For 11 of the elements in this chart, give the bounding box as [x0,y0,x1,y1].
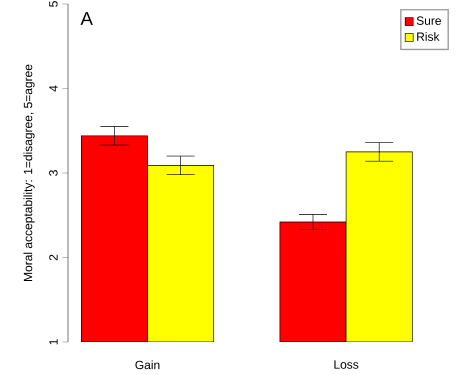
annotation: A [80,12,93,25]
y-axis-title: Moral acceptability: 1=disagree, 5=agree [23,64,35,281]
x-tick-label: Gain [135,360,160,370]
y-tick-label: 5 [49,1,58,7]
legend-label: Risk [417,32,440,41]
x-tick-label: Loss [334,360,358,369]
y-tick-label: 4 [49,86,58,92]
y-tick-label: 1 [49,339,58,344]
y-tick-label: 3 [49,170,58,176]
legend-label: Sure [416,16,441,25]
y-tick-label: 2 [49,254,58,260]
